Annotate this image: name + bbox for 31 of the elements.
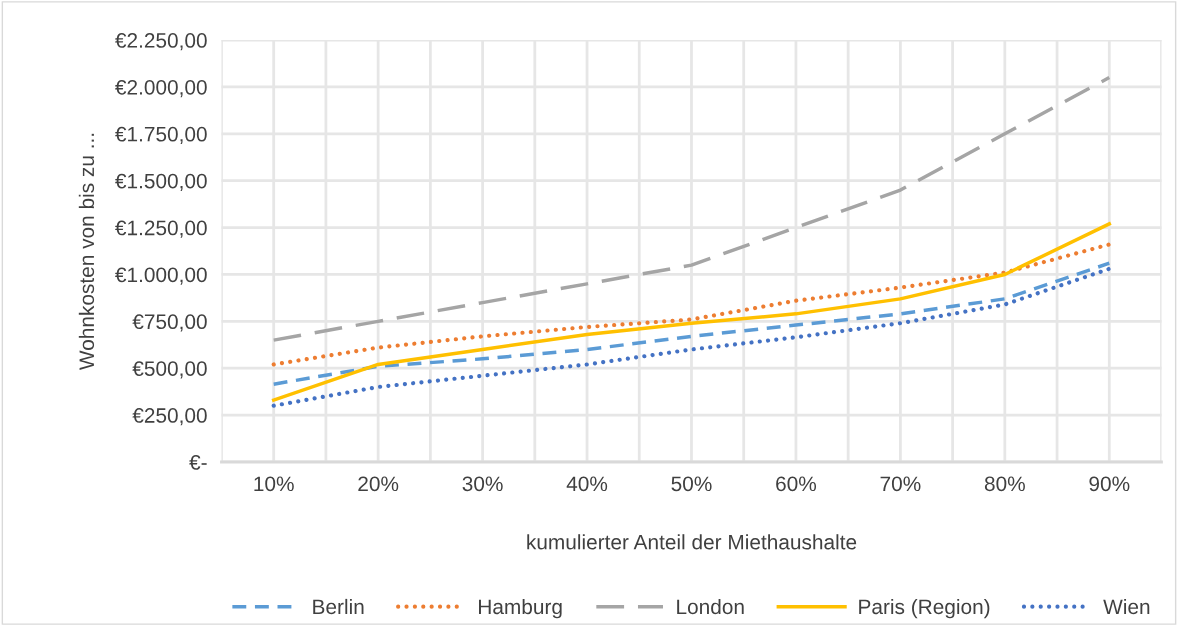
y-tick-label: €250,00 [132, 408, 207, 426]
x-tick-label: 60% [776, 476, 817, 492]
x-tick-label: 10% [254, 476, 294, 492]
legend-label: Paris (Region) [859, 598, 990, 619]
x-tick-label: 80% [984, 476, 1025, 492]
line-series [271, 242, 1112, 367]
y-tick-label: €- [189, 454, 207, 470]
y-tick-label: €1.000,00 [115, 267, 207, 285]
line-series [271, 222, 1112, 402]
line-series [271, 266, 1112, 408]
y-axis-title: Wohnkosten von bis zu ... [78, 133, 95, 371]
y-tick-label: €1.750,00 [115, 126, 207, 145]
y-tick-label: €2.000,00 [115, 79, 207, 98]
x-tick-label: 40% [566, 476, 608, 492]
x-tick-label: 90% [1089, 476, 1130, 492]
legend-label: Berlin [313, 598, 364, 615]
x-tick-label: 70% [880, 476, 921, 492]
x-tick-label: 50% [671, 476, 712, 492]
line-series [271, 261, 1112, 386]
x-tick-label: 30% [462, 476, 503, 492]
x-tick-label: 20% [358, 476, 399, 492]
legend-label: Hamburg [479, 598, 562, 619]
y-tick-label: €1.500,00 [115, 173, 207, 191]
y-tick-label: €500,00 [132, 361, 207, 379]
legend-label: Wien [1103, 598, 1150, 615]
x-axis-title: kumulierter Anteil der Miethaushalte [527, 534, 857, 550]
y-tick-label: €750,00 [132, 314, 207, 332]
y-tick-label: €1.250,00 [115, 220, 207, 238]
legend-label: London [677, 598, 744, 615]
line-series [271, 75, 1112, 342]
y-tick-label: €2.250,00 [115, 33, 207, 51]
